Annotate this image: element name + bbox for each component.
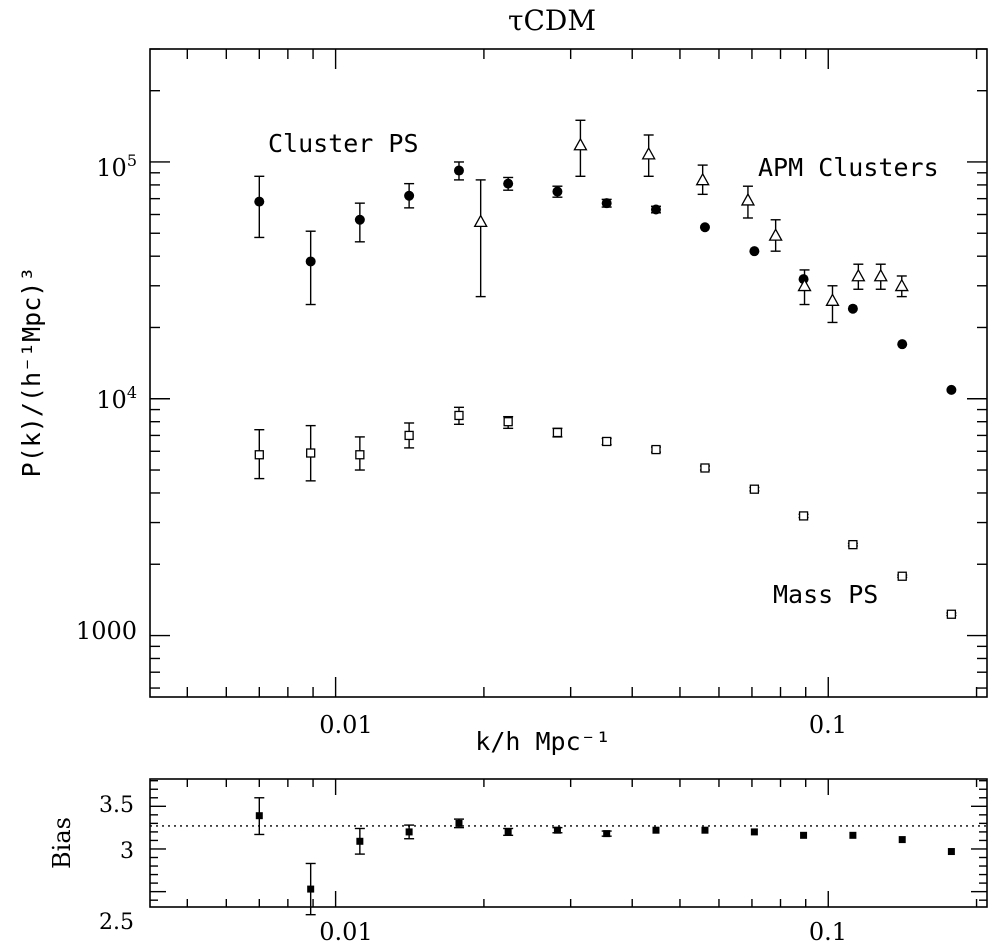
cluster-ps-point [749, 246, 760, 257]
cluster-ps-point [601, 198, 612, 209]
mass-ps-point [798, 511, 809, 521]
cluster-ps-point [503, 178, 514, 189]
bias-y-axis-label: Bias [48, 817, 76, 869]
bias-point [504, 828, 512, 836]
cluster-ps-point [552, 186, 563, 197]
chart-title: τCDM [508, 4, 596, 37]
mass-ps-point [503, 417, 513, 427]
cluster-ps-point [650, 204, 661, 215]
x-tick-label-0.01: 0.01 [319, 711, 372, 739]
y-tick-label-1000: 1000 [76, 617, 137, 645]
bias-point [750, 828, 758, 836]
mass-ps-point [651, 444, 661, 455]
cluster-ps-point [699, 222, 710, 233]
cluster-ps-point [897, 339, 908, 350]
bias-point [307, 885, 315, 893]
apm-cluster-point [695, 172, 710, 186]
apm-cluster-point [573, 137, 588, 151]
mass-ps-point [848, 539, 858, 550]
y-tick-label-1e4: 104 [96, 383, 137, 414]
apm-cluster-point [894, 278, 909, 292]
main-panel: τCDM 1000 104 105 0.01 0.1 k/h Mpc⁻¹ P(k… [17, 4, 988, 756]
cluster-ps-point [946, 384, 957, 395]
bias-point [356, 837, 364, 845]
bias-point [701, 826, 709, 834]
bias-y-tick-label-3.5: 3.5 [99, 793, 134, 818]
cluster-ps-point [354, 214, 365, 225]
main-data-marks [254, 119, 957, 619]
bias-point [553, 826, 561, 834]
apm-cluster-point [641, 146, 656, 160]
cluster-ps-point [305, 256, 316, 267]
apm-cluster-point [851, 268, 866, 282]
bias-y-tick-label-2.5: 2.5 [99, 910, 134, 935]
apm-cluster-point [473, 214, 488, 228]
bias-point [405, 828, 413, 836]
mass-ps-point [306, 448, 316, 458]
apm-cluster-point [825, 293, 840, 306]
mass-ps-point [404, 430, 414, 441]
bias-point [455, 819, 463, 827]
annotation-cluster-ps: Cluster PS [268, 129, 419, 158]
mass-ps-point [897, 571, 907, 581]
main-axis-ticks [150, 48, 987, 697]
y-axis-label: P(k)/(h⁻¹Mpc)³ [17, 267, 46, 478]
mass-ps-point [602, 436, 612, 447]
x-tick-label-0.1: 0.1 [809, 711, 847, 739]
bias-axis-ticks [150, 779, 987, 907]
apm-cluster-point [797, 278, 812, 292]
apm-cluster-point [740, 192, 756, 206]
cluster-ps-point [453, 165, 464, 176]
bias-point [255, 812, 263, 820]
annotation-mass-ps: Mass PS [773, 580, 878, 609]
cluster-ps-point [404, 190, 415, 201]
bias-point [849, 831, 857, 839]
bias-point [898, 836, 906, 844]
mass-ps-point [254, 450, 264, 460]
mass-ps-point [700, 463, 710, 473]
bias-point [947, 848, 955, 856]
bias-x-tick-label-0.01: 0.01 [319, 918, 372, 946]
y-tick-label-1e5: 105 [96, 151, 137, 182]
x-axis-label: k/h Mpc⁻¹ [475, 727, 610, 756]
bias-point [652, 826, 660, 834]
bias-point [603, 830, 611, 838]
apm-cluster-point [873, 268, 888, 282]
bias-x-tick-label-0.1: 0.1 [809, 918, 847, 946]
mass-ps-point [946, 609, 957, 619]
apm-cluster-point [768, 227, 783, 241]
mass-ps-point [355, 450, 365, 460]
bias-plot-frame [149, 778, 988, 908]
cluster-ps-point [254, 196, 265, 207]
mass-ps-point [749, 484, 760, 494]
main-plot-frame [149, 48, 988, 698]
cluster-ps-point [847, 303, 858, 314]
mass-ps-point [454, 410, 464, 421]
bias-point [800, 831, 808, 839]
annotation-apm-clusters: APM Clusters [758, 153, 939, 182]
bias-y-tick-label-3: 3 [120, 839, 134, 864]
mass-ps-point [552, 427, 563, 438]
bias-data-marks [254, 797, 955, 916]
bias-panel: 2.5 3 3.5 0.01 0.1 Bias [48, 778, 988, 946]
